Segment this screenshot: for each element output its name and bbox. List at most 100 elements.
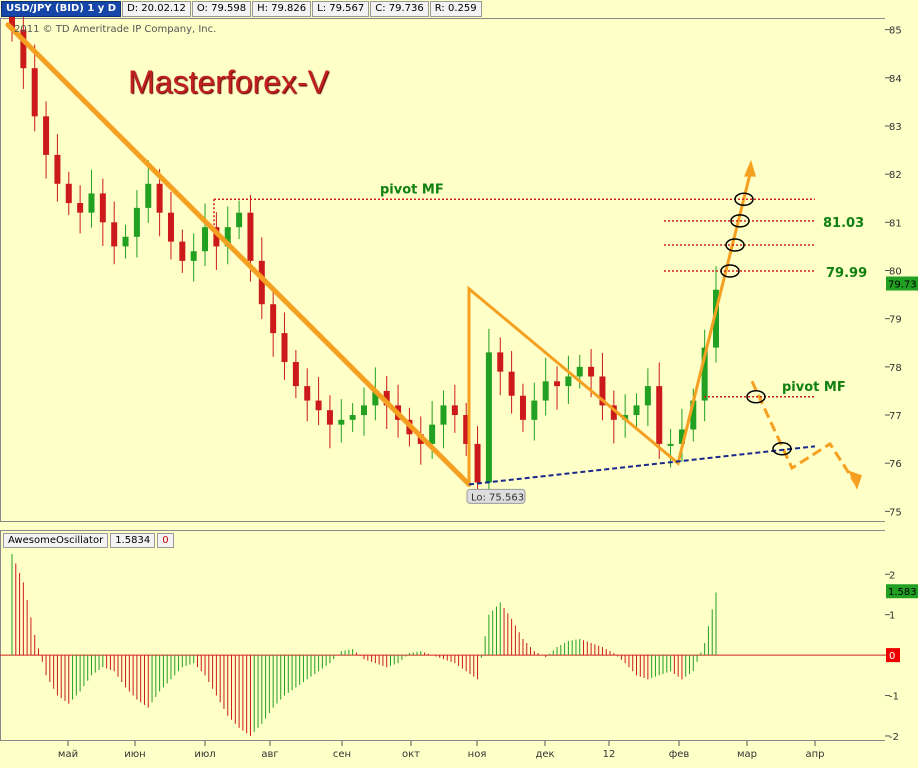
oscillator-zero: 0 bbox=[157, 533, 174, 548]
time-tick-label: июл bbox=[194, 749, 215, 760]
price-tick-label: 84 bbox=[889, 74, 902, 85]
candle-body bbox=[588, 366, 595, 377]
close-value: C: 79.736 bbox=[370, 1, 429, 17]
price-tick-label: 82 bbox=[889, 170, 902, 181]
candle-body bbox=[247, 212, 254, 261]
time-tick-label: ноя bbox=[468, 749, 487, 760]
price-axis-bg bbox=[885, 18, 918, 742]
last-price-label: 79.73 bbox=[888, 280, 917, 291]
range-value: R: 0.259 bbox=[429, 1, 482, 17]
candle-body bbox=[179, 241, 186, 261]
candle-body bbox=[213, 227, 220, 247]
candle-body bbox=[326, 410, 333, 425]
candle-body bbox=[644, 386, 651, 406]
price-tick-label: 78 bbox=[889, 363, 902, 374]
time-tick-label: мар bbox=[737, 749, 757, 760]
candle-body bbox=[270, 304, 277, 334]
candle-body bbox=[440, 405, 447, 425]
osc-tick-label: 2 bbox=[889, 570, 895, 581]
watermark-text: Masterforex-V bbox=[128, 64, 329, 100]
candle-body bbox=[372, 390, 379, 406]
candle-body bbox=[43, 116, 50, 155]
last-price-box bbox=[886, 276, 918, 291]
candle-body bbox=[463, 415, 470, 444]
osc-tick-label: -1 bbox=[889, 692, 899, 703]
price-tick-label: 79 bbox=[889, 315, 902, 326]
oscillator-value: 1.5834 bbox=[110, 533, 156, 548]
candle-body bbox=[383, 390, 390, 406]
candle-body bbox=[281, 333, 288, 363]
candle-body bbox=[531, 400, 538, 420]
candle-body bbox=[690, 400, 697, 430]
up-arrow-head bbox=[744, 159, 756, 177]
level-marker-circle bbox=[720, 264, 740, 278]
candle-body bbox=[713, 289, 719, 348]
time-tick-label: сен bbox=[333, 749, 351, 760]
candle-body bbox=[145, 183, 152, 208]
low-value: L: 79.567 bbox=[312, 1, 370, 17]
candle-body bbox=[258, 260, 265, 305]
candle-body bbox=[99, 193, 106, 223]
time-tick-label: июн bbox=[124, 749, 145, 760]
candle-body bbox=[202, 227, 209, 252]
price-tick-label: 81 bbox=[889, 218, 902, 229]
osc-zero-label: 0 bbox=[889, 651, 895, 662]
candle-body bbox=[565, 376, 572, 387]
candle-body bbox=[542, 381, 549, 401]
level-annotation: 79.99 bbox=[826, 266, 867, 281]
candle-body bbox=[190, 251, 197, 261]
level-marker-circle bbox=[730, 214, 750, 228]
time-tick-label: май bbox=[58, 749, 78, 760]
candle-body bbox=[497, 352, 504, 372]
level-marker-circle bbox=[746, 389, 766, 404]
candle-body bbox=[429, 424, 436, 444]
downtrend-line bbox=[5, 22, 472, 487]
candle-body bbox=[554, 381, 561, 387]
time-tick-label: апр bbox=[805, 749, 824, 760]
candle-body bbox=[88, 193, 95, 213]
candle-body bbox=[122, 236, 129, 247]
osc-tick-label: 1 bbox=[889, 611, 895, 622]
candle-body bbox=[633, 405, 640, 416]
candle-body bbox=[474, 443, 481, 483]
low-label-box bbox=[466, 488, 526, 504]
oscillator-name[interactable]: AwesomeOscillator bbox=[3, 533, 109, 548]
price-tick-label: 77 bbox=[889, 411, 902, 422]
osc-last-label: 1.583 bbox=[888, 587, 917, 598]
candle-body bbox=[77, 203, 84, 213]
candle-body bbox=[54, 154, 61, 184]
price-tick-label: 83 bbox=[889, 122, 902, 133]
candle-body bbox=[292, 362, 299, 387]
osc-tick-label: -2 bbox=[889, 732, 899, 743]
forecast-path bbox=[750, 380, 857, 484]
time-tick-label: дек bbox=[535, 749, 554, 760]
candle-body bbox=[65, 183, 72, 204]
date-value: D: 20.02.12 bbox=[122, 1, 191, 17]
candle-body bbox=[610, 405, 617, 420]
candle-body bbox=[519, 395, 526, 420]
low-label: Lo: 75.563 bbox=[471, 492, 524, 503]
high-value: H: 79.826 bbox=[252, 1, 312, 17]
price-tick-label: 76 bbox=[889, 459, 902, 470]
level-marker-circle bbox=[725, 238, 745, 252]
time-tick-label: фев bbox=[669, 749, 690, 760]
candle-body bbox=[576, 366, 583, 377]
oscillator-panel-frame bbox=[0, 530, 886, 741]
copyright-text: 2011 © TD Ameritrade IP Company, Inc. bbox=[14, 24, 217, 35]
candle-body bbox=[361, 405, 367, 416]
candle-body bbox=[20, 29, 27, 69]
down-arrow-head bbox=[848, 470, 862, 490]
candle-body bbox=[236, 212, 243, 228]
candle-body bbox=[667, 443, 674, 446]
time-tick-label: окт bbox=[402, 749, 420, 760]
symbol-label[interactable]: USD/JPY (BID) 1 y D bbox=[1, 1, 122, 17]
price-tick-label: 80 bbox=[889, 267, 902, 278]
time-tick-label: 12 bbox=[603, 749, 616, 760]
price-tick-label: 85 bbox=[889, 26, 902, 37]
candle-body bbox=[156, 183, 163, 213]
price-header: USD/JPY (BID) 1 y D D: 20.02.12 O: 79.59… bbox=[1, 1, 483, 17]
time-tick-label: авг bbox=[261, 749, 278, 760]
trend-triangle bbox=[467, 173, 752, 485]
candle-body bbox=[304, 386, 311, 401]
